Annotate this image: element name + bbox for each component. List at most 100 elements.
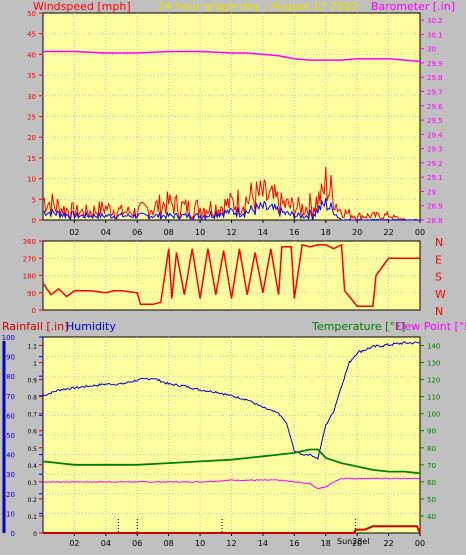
tick-label: 0.7 [27, 412, 37, 419]
tick-label: 60 [6, 412, 15, 420]
x-tick-label: 20 [352, 539, 362, 548]
tick-label: 360 [23, 238, 36, 246]
tick-label: 60 [427, 479, 436, 487]
tick-label: 0.5 [27, 446, 37, 453]
date-label: Sun28el [337, 537, 370, 546]
rain-humidity-temp-x-axis: 02 04 06 08 10 12 14 16 18 20 22 00 [69, 533, 425, 548]
tick-label: 1.1 [27, 344, 37, 351]
tick-label: 30.1 [427, 31, 443, 39]
x-tick-label: 00 [415, 228, 425, 237]
tick-label: 40 [6, 452, 15, 460]
wind-baro-x-axis: 02 04 06 08 10 12 14 16 18 20 22 00 [69, 220, 425, 237]
tick-label: 180 [23, 273, 36, 281]
compass-label: W [435, 288, 446, 301]
tick-label: 29.2 [427, 160, 443, 168]
tick-label: 0 [32, 217, 36, 225]
tick-label: 0.9 [27, 378, 37, 385]
x-tick-label: 04 [101, 539, 111, 548]
tick-label: 0.8 [27, 395, 37, 402]
windspeed-line [42, 166, 420, 221]
tick-label: 130 [427, 360, 440, 368]
tick-label: 90 [6, 354, 15, 362]
temperature-axis-title: Temperature [°F] [311, 320, 406, 333]
tick-label: 0.1 [27, 514, 37, 521]
windspeed-axis-title: Windspeed [mph] [33, 0, 131, 13]
tick-label: 45 [27, 31, 36, 39]
tick-label: 50 [6, 432, 15, 440]
tick-label: 0.2 [27, 497, 37, 504]
x-tick-label: 18 [321, 539, 331, 548]
compass-label: N [435, 305, 443, 318]
humidity-line [42, 340, 421, 460]
x-tick-label: 04 [101, 228, 111, 237]
x-tick-label: 06 [132, 228, 142, 237]
tick-label: 15 [27, 155, 36, 163]
x-tick-label: 12 [226, 228, 236, 237]
tick-label: 120 [427, 377, 440, 385]
x-tick-label: 16 [289, 228, 299, 237]
rainfall-axis: 0 0.1 0.2 0.3 0.4 0.5 0.6 0.7 0.8 0.9 1 1.1 [27, 344, 43, 538]
tick-label: 40 [27, 51, 36, 59]
rain-humidity-temp-panel [42, 336, 421, 534]
tick-label: 29.6 [427, 103, 443, 111]
tick-label: 29.5 [427, 117, 443, 125]
tick-label: 100 [2, 334, 15, 342]
tick-label: 1 [33, 361, 37, 368]
x-tick-label: 18 [321, 228, 331, 237]
x-tick-label: 10 [195, 228, 205, 237]
x-tick-label: 10 [195, 539, 205, 548]
x-tick-label: 14 [258, 539, 268, 548]
tick-label: 0.4 [27, 463, 37, 470]
tick-label: 70 [427, 462, 436, 470]
tick-label: 29.4 [427, 131, 443, 139]
compass-label: E [435, 253, 442, 266]
dewpoint-axis-title: Dew Point [°F] [396, 320, 466, 333]
tick-label: 20 [27, 134, 36, 142]
tick-label: 30.2 [427, 17, 443, 25]
graph-title: 24 hour graph day : August 17 2022 [158, 0, 358, 13]
compass-label: S [435, 271, 442, 284]
rainfall-line [43, 525, 421, 534]
x-tick-label: 22 [383, 539, 393, 548]
tick-label: 29.3 [427, 146, 443, 154]
tick-label: 70 [6, 393, 15, 401]
tick-label: 28.9 [427, 203, 443, 211]
temperature-line [42, 448, 421, 475]
tick-label: 29.8 [427, 74, 443, 82]
tick-label: 0 [33, 531, 37, 538]
temperature-axis: 40 50 60 70 80 90 100 110 120 130 140 [420, 343, 440, 521]
barometer-line [43, 50, 421, 63]
x-tick-label: 14 [258, 228, 268, 237]
rainfall-axis-title: Rainfall [.in] [2, 320, 69, 333]
tick-label: 90 [427, 428, 436, 436]
tick-label: 25 [27, 114, 36, 122]
tick-label: 29.9 [427, 60, 443, 68]
barometer-axis: 28.8 28.9 29 29.1 29.2 29.3 29.4 29.5 29.6 29.7 29… [420, 17, 443, 225]
x-tick-label: 02 [69, 228, 79, 237]
wind-direction-line [42, 243, 420, 307]
tick-label: 29.1 [427, 174, 443, 182]
x-tick-label: 00 [415, 539, 425, 548]
tick-label: 0.3 [27, 480, 37, 487]
tick-label: 80 [427, 445, 436, 453]
humidity-axis-title: Humidity [66, 320, 116, 333]
dewpoint-line [42, 477, 421, 490]
rain-humidity-temp-plot [42, 340, 421, 534]
tick-label: 140 [427, 343, 440, 351]
tick-label: 20 [6, 491, 15, 499]
tick-label: 90 [27, 290, 36, 298]
x-tick-label: 02 [69, 539, 79, 548]
tick-label: 270 [23, 255, 36, 263]
x-tick-label: 16 [289, 539, 299, 548]
tick-label: 40 [427, 513, 436, 521]
windspeed-axis: 0 5 10 15 20 25 30 35 40 45 50 [27, 10, 43, 225]
tick-label: 10 [6, 510, 15, 518]
tick-label: 50 [427, 496, 436, 504]
tick-label: 5 [32, 196, 36, 204]
x-tick-label: 08 [164, 228, 174, 237]
wind-direction-plot [42, 243, 420, 307]
tick-label: 0 [11, 530, 15, 538]
